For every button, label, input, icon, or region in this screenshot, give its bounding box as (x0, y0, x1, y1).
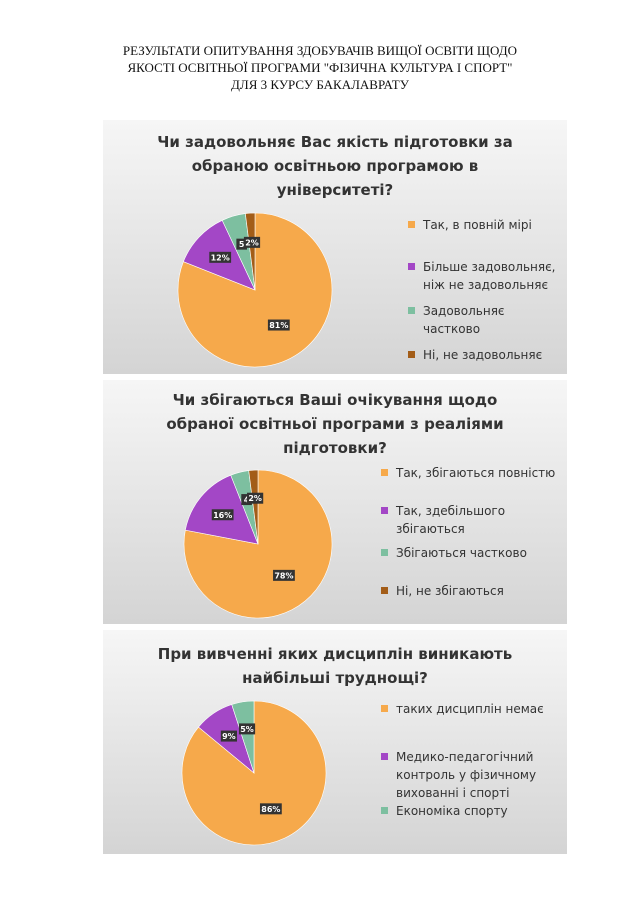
pie-slice (183, 469, 333, 619)
document-title-line: ДЛЯ 3 КУРСУ БАКАЛАВРАТУ (231, 77, 409, 92)
legend-swatch (381, 469, 388, 476)
chart-title-line: підготовки? (283, 439, 387, 457)
chart-title-line: При вивченні яких дисциплін виникають (157, 645, 513, 663)
chart-title: При вивченні яких дисциплін виникають на… (103, 642, 567, 690)
slice-label-box (236, 238, 247, 250)
document-title-line: РЕЗУЛЬТАТИ ОПИТУВАННЯ ЗДОБУВАЧІВ ВИЩОЇ О… (122, 43, 518, 58)
slice-label: 16% (213, 511, 232, 520)
slice-label-box (241, 494, 252, 506)
slice-label-box (273, 569, 295, 581)
slice-label: 2% (245, 238, 259, 247)
slice-label: 2% (248, 494, 262, 503)
slice-label: 78% (274, 571, 293, 580)
slice-label-box (259, 803, 282, 815)
slice-label-box (209, 251, 232, 263)
chart-panel-2: Чи збігаються Ваші очікування щодо обран… (103, 380, 567, 624)
slice-label: 12% (211, 253, 230, 262)
slice-label: 9% (222, 732, 236, 741)
pie-slice (231, 700, 255, 774)
legend-label: Медико-педагогічний контроль у фізичному… (396, 750, 537, 800)
document-title-line: ЯКОСТІ ОСВІТНЬОЇ ПРОГРАМИ "ФІЗИЧНА КУЛЬТ… (127, 60, 513, 75)
slice-label: 86% (261, 805, 280, 814)
legend-swatch (381, 549, 388, 556)
legend-swatch (408, 263, 415, 270)
legend-label: Так, здебільшого збігаються (396, 504, 506, 536)
pie-slice (248, 469, 259, 545)
slice-label-box (267, 319, 290, 331)
legend-label: Ні, не збігаються (396, 584, 504, 598)
legend-label: Ні, не задовольняє (423, 348, 543, 362)
legend-label: Збігаються частково (396, 546, 527, 560)
chart-title-line: найбільші труднощі? (242, 669, 428, 687)
slice-label-box (220, 730, 238, 742)
legend-label: Більше задовольняє, ніж не задовольняє (423, 260, 556, 292)
legend-label: Так, в повній мірі (423, 218, 532, 232)
slice-label: 81% (269, 321, 288, 330)
legend-swatch (381, 507, 388, 514)
chart-panel-1: Чи задовольняє Вас якість підготовки за … (103, 120, 567, 374)
legend-swatch (381, 587, 388, 594)
legend-label: Економіка спорту (396, 804, 508, 818)
pie-chart: 81% 12% 5 2% (177, 212, 333, 368)
chart-panel-3: При вивченні яких дисциплін виникають на… (103, 630, 567, 854)
pie-chart: 78% 16% 42% (183, 469, 333, 619)
legend-swatch (408, 221, 415, 228)
pie-chart: 86% 9% 5% (181, 700, 327, 846)
slice-label-box (243, 236, 261, 248)
legend-label: Так, збігаються повністю (396, 466, 556, 480)
pie-slice (181, 700, 327, 846)
chart-title-line: обраної освітньої програми з реаліями (166, 415, 504, 433)
chart-title-line: Чи задовольняє Вас якість підготовки за (157, 133, 513, 151)
slice-label: 5 (239, 240, 245, 249)
chart-title-line: обраною освітньою програмою в (191, 157, 479, 175)
slice-label: 4 (244, 496, 250, 505)
legend-swatch (381, 807, 388, 814)
slice-label-box (238, 723, 256, 735)
slice-label-box (247, 492, 264, 504)
document-title: РЕЗУЛЬТАТИ ОПИТУВАННЯ ЗДОБУВАЧІВ ВИЩОЇ О… (60, 42, 580, 93)
slice-label: 5% (240, 725, 254, 734)
legend-swatch (381, 705, 388, 712)
legend-swatch (408, 351, 415, 358)
legend-swatch (408, 307, 415, 314)
pie-slice (245, 212, 256, 291)
pie-slice (177, 212, 333, 368)
legend-label: таких дисциплін немає (396, 702, 544, 716)
chart-title-line: університеті? (276, 181, 394, 199)
legend-swatch (381, 753, 388, 760)
chart-title: Чи збігаються Ваші очікування щодо обран… (103, 388, 567, 460)
slice-label-box (211, 509, 234, 521)
chart-title: Чи задовольняє Вас якість підготовки за … (103, 130, 567, 202)
chart-title-line: Чи збігаються Ваші очікування щодо (172, 391, 498, 409)
legend-label: Задовольняє частково (423, 304, 505, 336)
